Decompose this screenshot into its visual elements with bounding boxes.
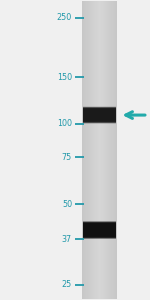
Bar	[99, 1, 100, 299]
Text: 50: 50	[62, 200, 72, 209]
Bar	[105, 1, 106, 299]
Bar	[102, 1, 103, 299]
Text: 25: 25	[62, 280, 72, 289]
Bar	[97, 1, 98, 299]
Text: 250: 250	[57, 14, 72, 22]
Bar	[110, 1, 111, 299]
Bar	[96, 1, 97, 299]
Bar	[85, 1, 86, 299]
Bar	[112, 1, 113, 299]
Bar	[82, 1, 83, 299]
Bar	[106, 1, 107, 299]
Bar	[100, 1, 101, 299]
Bar	[95, 1, 96, 299]
Bar	[86, 1, 87, 299]
Text: 37: 37	[62, 235, 72, 244]
Bar	[109, 1, 110, 299]
Bar	[91, 1, 92, 299]
Bar	[103, 1, 104, 299]
Bar	[94, 1, 95, 299]
Text: 150: 150	[57, 73, 72, 82]
Bar	[115, 1, 116, 299]
Bar	[89, 1, 90, 299]
Bar	[104, 1, 105, 299]
Bar	[111, 1, 112, 299]
Bar	[107, 1, 108, 299]
Text: 75: 75	[62, 153, 72, 162]
Bar	[114, 1, 115, 299]
Bar	[98, 1, 99, 299]
Bar	[87, 1, 88, 299]
Bar	[113, 1, 114, 299]
Bar	[93, 1, 94, 299]
Bar	[83, 1, 84, 299]
Bar	[90, 1, 91, 299]
Bar	[92, 1, 93, 299]
Bar	[101, 1, 102, 299]
Bar	[116, 1, 117, 299]
Bar	[88, 1, 89, 299]
Bar	[84, 1, 85, 299]
Bar	[108, 1, 109, 299]
Text: 100: 100	[57, 119, 72, 128]
